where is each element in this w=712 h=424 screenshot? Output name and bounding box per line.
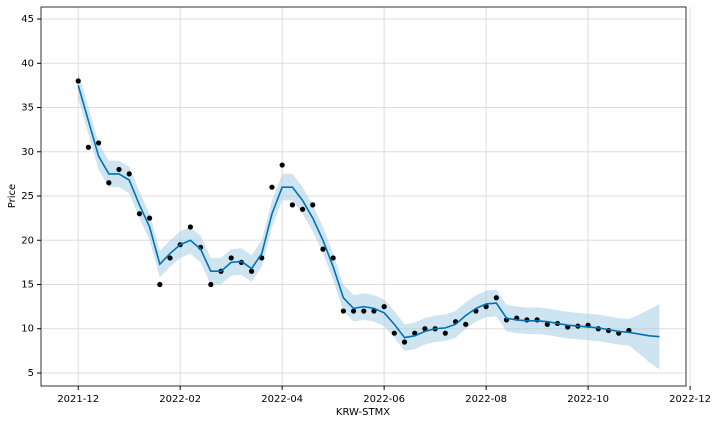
observed-point <box>330 255 336 261</box>
uncertainty-band <box>78 72 660 370</box>
observed-point <box>544 321 550 327</box>
observed-point <box>381 304 387 310</box>
observed-point <box>269 184 275 190</box>
plot-frame <box>40 6 687 387</box>
observed-point <box>391 330 397 336</box>
observed-point <box>96 140 102 146</box>
x-axis-label: KRW-STMX <box>336 407 390 418</box>
observed-point <box>310 202 316 208</box>
y-tick-label: 20 <box>21 235 34 246</box>
y-axis-label: Price <box>7 184 18 208</box>
y-tick-label: 45 <box>21 14 34 25</box>
observed-point <box>187 224 193 230</box>
observed-point <box>136 211 143 217</box>
observed-point <box>340 308 346 314</box>
observed-point <box>493 295 499 301</box>
y-tick-label: 25 <box>21 191 34 202</box>
y-tick-label: 35 <box>21 103 34 114</box>
observed-point <box>289 202 295 208</box>
y-tick-label: 30 <box>21 147 34 158</box>
observed-point <box>361 308 367 314</box>
x-tick-label: 2021-12 <box>57 394 99 405</box>
y-tick-label: 5 <box>28 368 34 379</box>
observed-point <box>320 246 326 252</box>
y-tick-label: 15 <box>21 280 34 291</box>
x-tick-label: 2022-12 <box>669 394 711 405</box>
observed-point <box>116 166 122 173</box>
observed-point <box>299 206 306 212</box>
y-tick-label: 10 <box>21 324 34 335</box>
x-tick-label: 2022-06 <box>363 394 405 405</box>
observed-point <box>442 330 448 336</box>
observed-point <box>208 281 214 288</box>
observed-point <box>75 78 81 84</box>
observed-point <box>126 171 132 177</box>
observed-point <box>147 215 153 221</box>
observed-point <box>463 321 469 327</box>
observed-point <box>350 308 357 314</box>
x-tick-label: 2022-08 <box>465 394 507 405</box>
observed-point <box>106 180 112 186</box>
x-tick-label: 2022-02 <box>159 394 201 405</box>
observed-point <box>401 339 408 345</box>
observed-point <box>167 255 173 261</box>
x-tick-label: 2022-04 <box>261 394 303 405</box>
forecast-line <box>77 85 660 339</box>
observed-point <box>157 281 163 288</box>
observed-point <box>279 162 285 168</box>
x-tick-label: 2022-10 <box>567 394 609 405</box>
observed-point <box>228 255 234 261</box>
observed-point <box>422 326 428 332</box>
observed-point <box>248 268 255 274</box>
observed-point <box>85 144 92 150</box>
y-tick-label: 40 <box>21 58 34 69</box>
